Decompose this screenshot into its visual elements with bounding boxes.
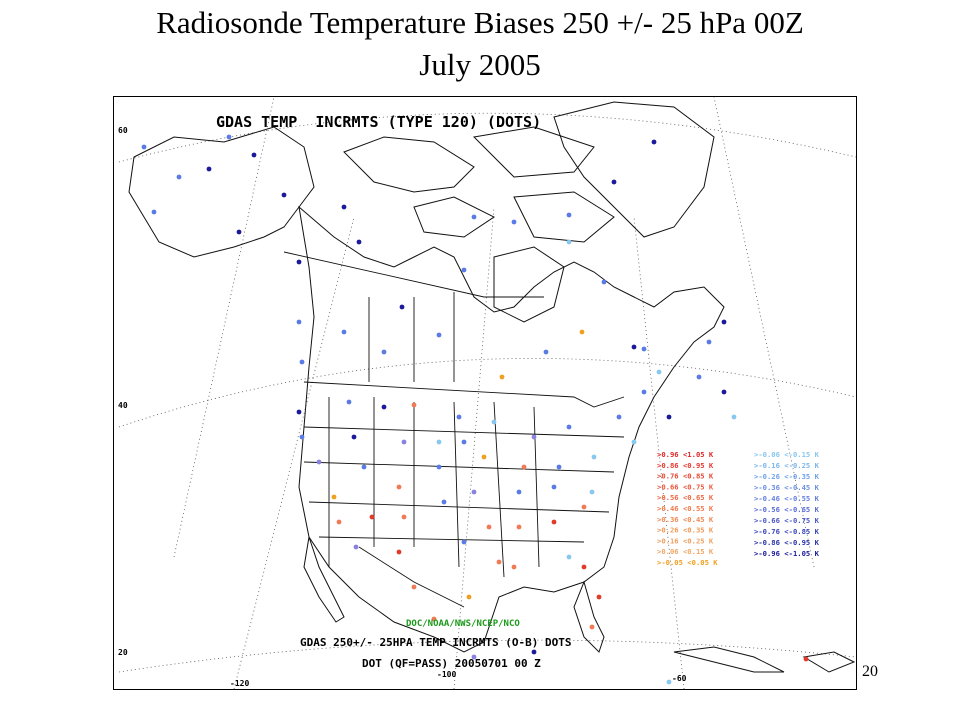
legend-entry: >0.56 <0.65 K xyxy=(657,493,714,502)
lat-label-60: 60 xyxy=(118,126,128,135)
legend-entry: >-0.16 <-0.25 K xyxy=(754,461,820,470)
legend-entry: >-0.76 <-0.85 K xyxy=(754,527,820,536)
legend-entry: >-0.46 <-0.55 K xyxy=(754,494,820,503)
legend-entry: >-0.86 <-0.95 K xyxy=(754,538,820,547)
lon-label-60: -60 xyxy=(672,674,687,683)
legend-entry: >0.86 <0.95 K xyxy=(657,461,714,470)
legend-entry: >0.16 <0.25 K xyxy=(657,536,714,545)
slide-title-line-2: July 2005 xyxy=(419,47,541,82)
legend-entry: >-0.26 <-0.35 K xyxy=(754,472,820,481)
lon-label-100: -100 xyxy=(437,670,456,679)
legend-entry: >0.06 <0.15 K xyxy=(657,547,714,556)
legend-entry: >0.66 <0.75 K xyxy=(657,482,714,491)
credit-text: DOC/NOAA/NWS/NCEP/NCO xyxy=(406,619,520,629)
lon-label-120: -120 xyxy=(230,679,249,688)
lat-label-20: 20 xyxy=(118,648,128,657)
boundaries xyxy=(283,251,625,608)
legend: >0.96 <1.05 K>0.86 <0.95 K>0.76 <0.85 K>… xyxy=(657,450,820,567)
legend-entry: >0.46 <0.55 K xyxy=(657,504,714,513)
legend-entry: >0.26 <0.35 K xyxy=(657,526,714,535)
legend-entry: >-0.56 <-0.65 K xyxy=(754,505,820,514)
legend-entry: >-0.05 <0.05 K xyxy=(657,558,718,567)
legend-entry: >-0.36 <-0.45 K xyxy=(754,483,820,492)
legend-entry: >-0.66 <-0.75 K xyxy=(754,516,820,525)
map-canvas: 60 40 20 -120 -100 -60 GDAS TEMP INCRMTS… xyxy=(118,97,856,689)
station-dots xyxy=(141,134,809,685)
station-map: 60 40 20 -120 -100 -60 GDAS TEMP INCRMTS… xyxy=(113,96,857,690)
legend-cool: >-0.06 <-0.15 K >-0.16 <-0.25 K >-0.26 <-0… xyxy=(754,450,820,558)
slide-title: Radiosonde Temperature Biases 250 +/- 25… xyxy=(0,2,960,86)
map-header: GDAS TEMP INCRMTS (TYPE 120) (DOTS) xyxy=(216,113,541,131)
legend-entry: >-0.06 <-0.15 K xyxy=(754,450,820,459)
footer-line-2: DOT (QF=PASS) 20050701 00 Z xyxy=(362,657,541,670)
axis-labels: 60 40 20 -120 -100 -60 xyxy=(118,126,687,688)
legend-entry: >0.36 <0.45 K xyxy=(657,515,714,524)
legend-entry: >-0.96 <-1.05 K xyxy=(754,549,820,558)
page-number: 20 xyxy=(862,663,878,680)
coastlines xyxy=(128,101,856,673)
legend-warm: >0.96 <1.05 K>0.86 <0.95 K>0.76 <0.85 K>… xyxy=(657,450,718,567)
footer-line-1: GDAS 250+/- 25HPA TEMP INCRMTS (O-B) DOT… xyxy=(300,636,572,649)
legend-entry: >0.96 <1.05 K xyxy=(657,450,714,459)
lat-label-40: 40 xyxy=(118,401,128,410)
graticule xyxy=(118,97,856,689)
legend-entry: >0.76 <0.85 K xyxy=(657,472,714,481)
slide-title-line-1: Radiosonde Temperature Biases 250 +/- 25… xyxy=(156,5,804,40)
